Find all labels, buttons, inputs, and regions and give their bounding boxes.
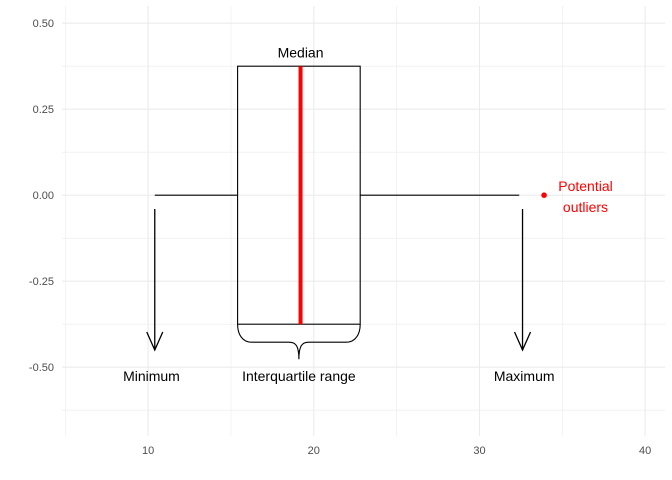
maximum-label: Maximum (494, 368, 555, 384)
annotations: Median Interquartile range Minimum Maxim… (123, 44, 613, 383)
y-tick-label: 0.25 (33, 104, 54, 116)
maximum-arrow-head (513, 331, 532, 352)
x-axis-tick-labels: 10 20 30 40 (142, 445, 651, 457)
boxplot (154, 65, 547, 325)
outliers-label-line1: Potential (558, 178, 612, 194)
x-tick-label: 30 (473, 445, 485, 457)
x-tick-label: 40 (639, 445, 651, 457)
median-label: Median (278, 44, 324, 60)
y-axis-tick-labels: 0.50 0.25 0.00 -0.25 -0.50 (29, 18, 54, 374)
minimum-label: Minimum (123, 368, 180, 384)
x-tick-label: 10 (142, 445, 154, 457)
y-tick-label: -0.50 (29, 362, 54, 374)
outliers-label-line2: outliers (563, 199, 608, 215)
outlier-point (541, 192, 547, 198)
iqr-brace (237, 324, 361, 360)
grid (62, 6, 665, 436)
iqr-label: Interquartile range (242, 368, 356, 384)
x-tick-label: 20 (308, 445, 320, 457)
y-tick-label: 0.00 (33, 190, 54, 202)
minimum-arrow-head (146, 331, 164, 352)
y-tick-label: -0.25 (29, 276, 54, 288)
y-tick-label: 0.50 (33, 18, 54, 30)
